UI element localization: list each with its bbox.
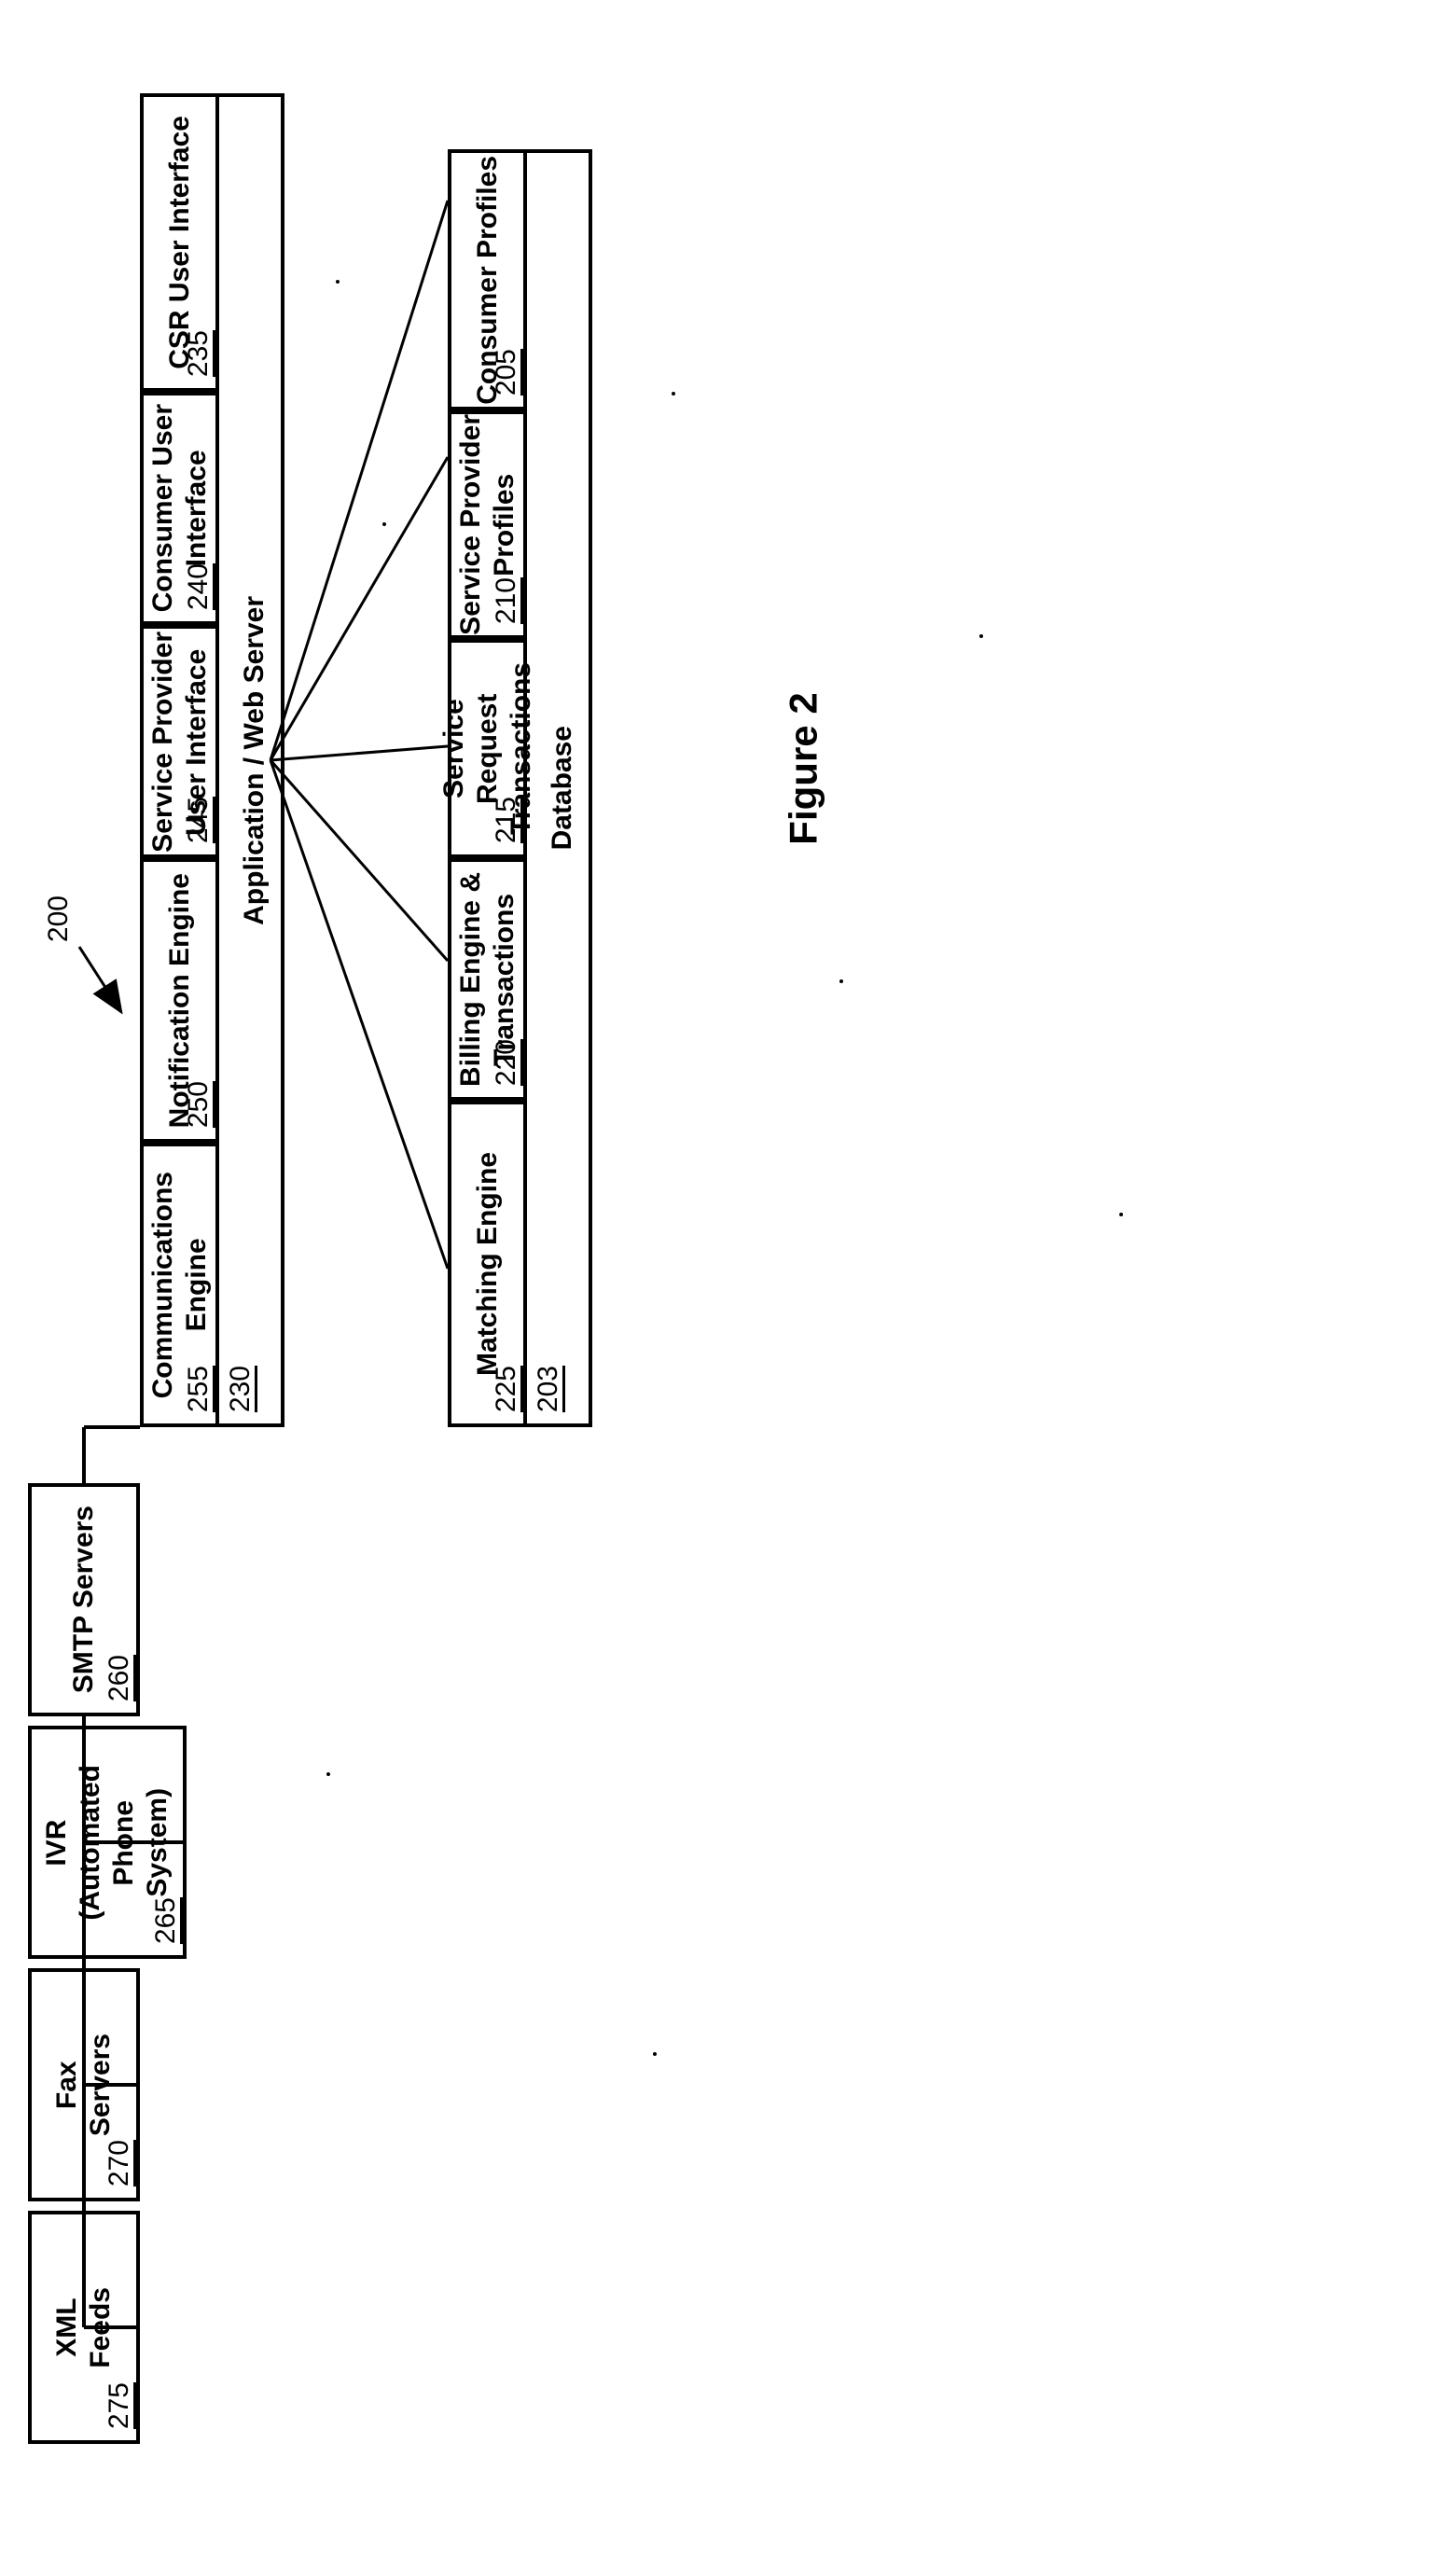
module-comm-engine-ref: 255 [182, 1362, 215, 1417]
ext-label: Fax Servers [50, 2033, 118, 2136]
module-svc-req-txn-ref: 215 [490, 793, 523, 848]
noise-dot [382, 522, 386, 526]
module-billing-ref: 220 [490, 1035, 523, 1090]
module-consumer-profiles-ref: 205 [490, 345, 523, 400]
noise-dot [979, 634, 983, 638]
noise-dot [672, 392, 675, 396]
module-csr-ui-ref: 235 [182, 326, 215, 382]
noise-dot [1119, 1213, 1123, 1216]
module-matching-ref: 225 [490, 1362, 523, 1417]
noise-dot [326, 1772, 330, 1776]
ext-xml-ref: 275 [103, 2379, 136, 2434]
module-sp-ui-ref: 245 [182, 793, 215, 848]
module-sp-profiles-ref: 210 [490, 574, 523, 629]
database-label: Database [532, 149, 592, 1427]
noise-dot [839, 979, 843, 983]
module-label: Matching Engine [471, 1152, 505, 1376]
ext-label: SMTP Servers [67, 1506, 101, 1693]
figure-pointer-ref: 200 [42, 895, 76, 947]
noise-dot [653, 2052, 657, 2056]
ext-label: XML Feeds [50, 2287, 118, 2368]
ext-smtp-ref: 260 [103, 1651, 136, 1706]
module-notif-engine-ref: 250 [182, 1077, 215, 1132]
module-consumer-ui-ref: 240 [182, 560, 215, 615]
figure-caption: Figure 2 [782, 692, 826, 844]
app-server-label: Application / Web Server [224, 93, 284, 1427]
ext-fax-ref: 270 [103, 2136, 136, 2191]
noise-dot [336, 280, 340, 284]
ext-ivr-ref: 265 [149, 1894, 183, 1949]
